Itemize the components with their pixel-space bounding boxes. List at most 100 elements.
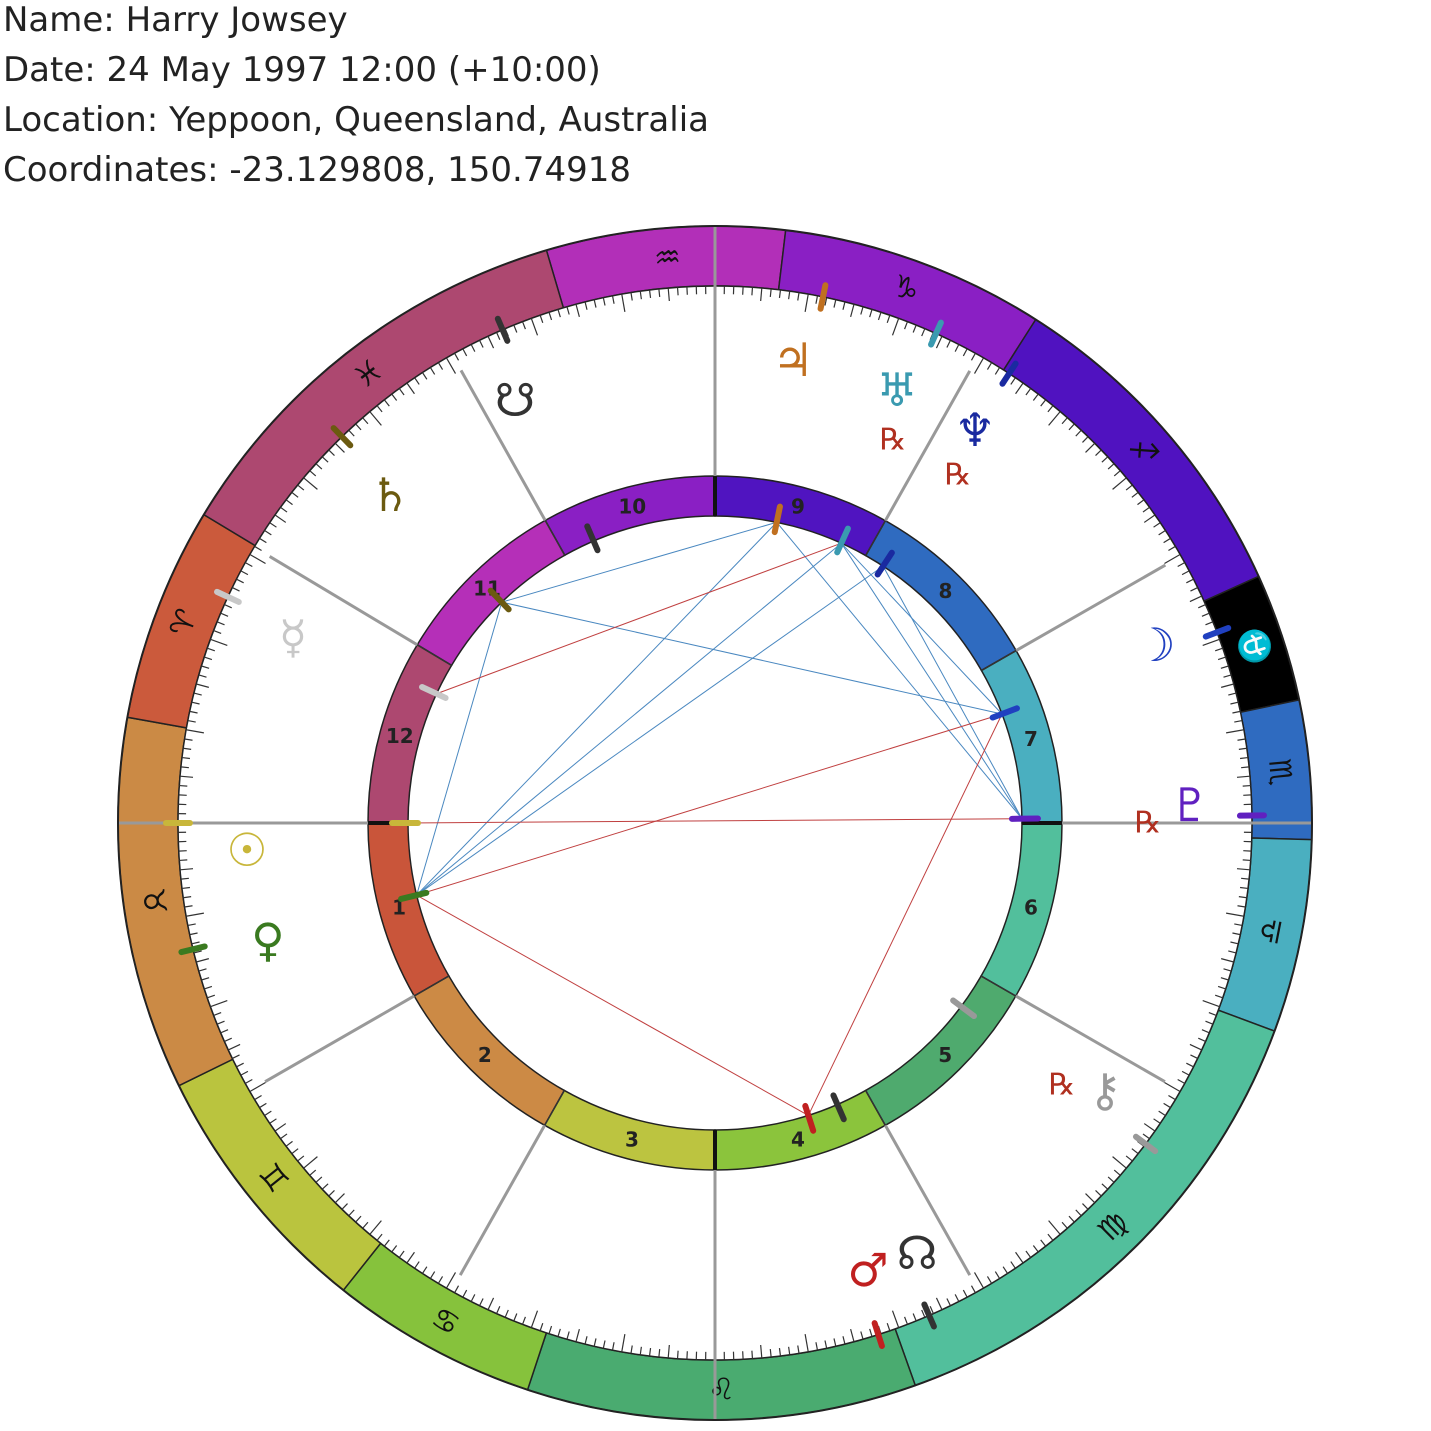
sign-glyph: ⛎ [1231, 623, 1277, 670]
degree-tick [1239, 756, 1249, 760]
house-number: 3 [625, 1127, 639, 1151]
degree-tick [778, 1347, 782, 1357]
degree-tick [285, 1140, 293, 1147]
degree-tick [232, 587, 240, 592]
degree-tick [1113, 470, 1121, 477]
degree-tick [860, 1331, 864, 1340]
degree-tick [1061, 417, 1068, 425]
degree-tick [1101, 1183, 1109, 1190]
house-segment [367, 822, 450, 997]
aspect-line [776, 521, 1023, 820]
sign-segment [1217, 837, 1313, 1033]
degree-tick [193, 950, 202, 954]
house-segment [543, 1089, 716, 1171]
degree-tick [1232, 932, 1241, 936]
aspect-line [416, 894, 809, 1116]
degree-tick [869, 1328, 873, 1337]
degree-tick [521, 1316, 526, 1325]
degree-tick [297, 484, 305, 491]
aspect-line [416, 565, 884, 896]
house-segment [980, 649, 1063, 824]
degree-tick [593, 299, 597, 308]
degree-tick [328, 449, 335, 456]
degree-tick [824, 1340, 828, 1349]
house-segment [544, 475, 716, 557]
degree-tick [1142, 1133, 1150, 1140]
degree-tick [1068, 1215, 1075, 1223]
degree-tick [376, 405, 383, 413]
degree-tick [833, 299, 837, 308]
degree-tick [391, 393, 398, 401]
degree-tick [355, 1215, 362, 1223]
planet-marker [921, 1301, 937, 1330]
degree-tick [1082, 1203, 1089, 1210]
planet-glyph: ♃ [772, 333, 813, 387]
sign-segment [1203, 575, 1301, 714]
house-segment [714, 1089, 887, 1171]
planet-marker [874, 549, 895, 578]
degree-tick [1153, 522, 1161, 528]
degree-tick [362, 1221, 369, 1229]
house-divider [980, 975, 1017, 997]
degree-tick [303, 1156, 318, 1169]
planet-marker [1202, 625, 1232, 640]
degree-tick [348, 429, 355, 437]
degree-tick [1075, 1209, 1082, 1217]
degree-tick [1163, 1102, 1171, 1109]
degree-tick [891, 318, 900, 336]
degree-tick [1025, 1250, 1032, 1258]
house-cusp [884, 370, 972, 522]
degree-tick [321, 456, 329, 463]
house-segment [714, 475, 887, 557]
degree-tick [986, 362, 993, 370]
degree-tick [406, 382, 415, 395]
degree-tick [557, 309, 561, 318]
house-cusp [884, 1124, 972, 1276]
degree-tick [513, 1313, 518, 1322]
planet-marker [398, 889, 430, 902]
degree-tick [445, 357, 457, 374]
planet-marker [999, 360, 1019, 387]
degree-tick [1032, 1245, 1039, 1253]
degree-tick [462, 348, 468, 357]
degree-tick [575, 1328, 580, 1342]
planet-marker [928, 319, 944, 348]
degree-tick [1217, 656, 1226, 661]
degree-tick [422, 1266, 428, 1274]
degree-tick [760, 287, 763, 302]
degree-tick [198, 968, 207, 972]
degree-tick [1085, 442, 1096, 453]
planet-marker [584, 523, 601, 554]
planet-glyph: ♂ [847, 1243, 888, 1297]
degree-tick [1181, 570, 1190, 576]
degree-tick [213, 629, 222, 634]
degree-tick [328, 1190, 335, 1197]
degree-tick [962, 1289, 968, 1298]
degree-tick [584, 301, 588, 310]
house-segment [864, 519, 1018, 672]
degree-tick [778, 289, 782, 299]
degree-tick [1168, 545, 1176, 552]
degree-tick [398, 388, 405, 396]
sign-glyph: ♐ [1121, 430, 1165, 473]
degree-tick [445, 1272, 457, 1289]
degree-tick [228, 1043, 241, 1051]
degree-tick [1153, 1118, 1161, 1124]
aspect-line [416, 602, 503, 896]
degree-tick [1237, 738, 1246, 741]
retrograde-label: ℞ [945, 458, 972, 493]
degree-tick [1217, 985, 1226, 990]
degree-tick [1241, 766, 1250, 769]
degree-tick [187, 719, 196, 723]
location-line: Location: Yeppoon, Queensland, Australia [3, 100, 709, 140]
planet-marker [330, 425, 354, 449]
degree-tick [280, 1133, 288, 1140]
degree-tick [479, 1298, 484, 1306]
degree-tick [954, 1294, 960, 1302]
degree-tick [1214, 647, 1223, 652]
degree-tick [815, 295, 819, 304]
degree-tick [1142, 506, 1150, 513]
degree-tick [362, 417, 369, 425]
degree-tick [1163, 537, 1171, 544]
degree-tick [398, 1250, 405, 1258]
